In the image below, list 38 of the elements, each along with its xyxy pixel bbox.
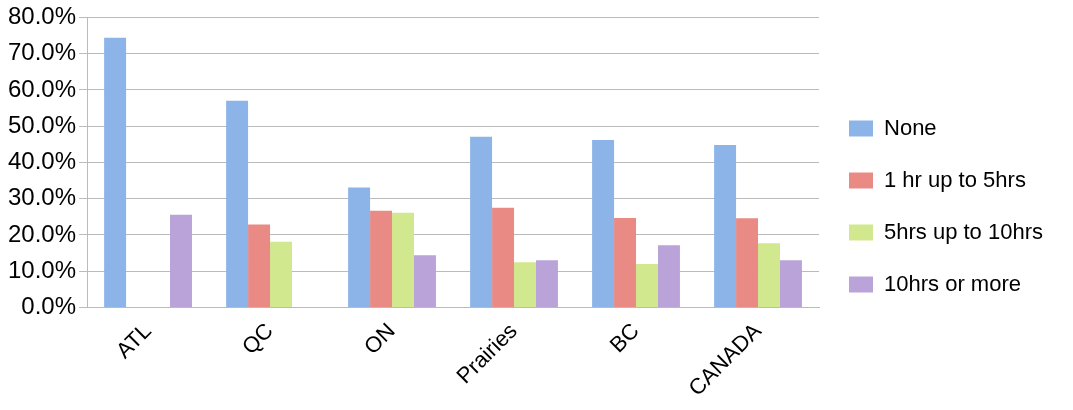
bar [614, 217, 637, 307]
bar [170, 214, 192, 307]
bar [492, 207, 515, 307]
bar [535, 260, 558, 307]
y-tick-label: 40.0% [7, 147, 77, 175]
bar [414, 255, 436, 307]
bar [270, 241, 292, 307]
bar [758, 243, 780, 307]
y-tick-label: 10.0% [7, 255, 77, 283]
bar [104, 37, 127, 307]
y-tick-label: 50.0% [7, 110, 77, 138]
bar [736, 218, 759, 307]
x-tick-label: ATL [110, 317, 156, 364]
y-tick-label: 0.0% [21, 292, 77, 320]
bar [514, 262, 536, 307]
y-tick-label: 60.0% [7, 74, 77, 102]
y-tick-label: 20.0% [7, 219, 77, 247]
y-tick-label: 80.0% [7, 2, 77, 30]
bar [592, 139, 615, 307]
y-tick-label: 70.0% [7, 38, 77, 66]
bar [348, 187, 371, 307]
legend-label: None [884, 114, 937, 140]
bar [470, 136, 493, 307]
legend-label: 5hrs up to 10hrs [884, 218, 1043, 244]
x-tick-label: QC [236, 317, 278, 359]
bar [392, 212, 414, 307]
y-tick-label: 30.0% [7, 183, 77, 211]
bar [370, 210, 393, 307]
bar [248, 224, 271, 307]
legend-label: 1 hr up to 5hrs [884, 166, 1026, 192]
bar [636, 263, 658, 307]
x-tick-label: ON [358, 317, 400, 359]
bar [714, 145, 737, 307]
bar [657, 245, 680, 307]
bar [779, 260, 802, 307]
bar [226, 100, 249, 307]
x-tick-label: BC [604, 317, 644, 358]
legend-label: 10hrs or more [884, 270, 1021, 296]
